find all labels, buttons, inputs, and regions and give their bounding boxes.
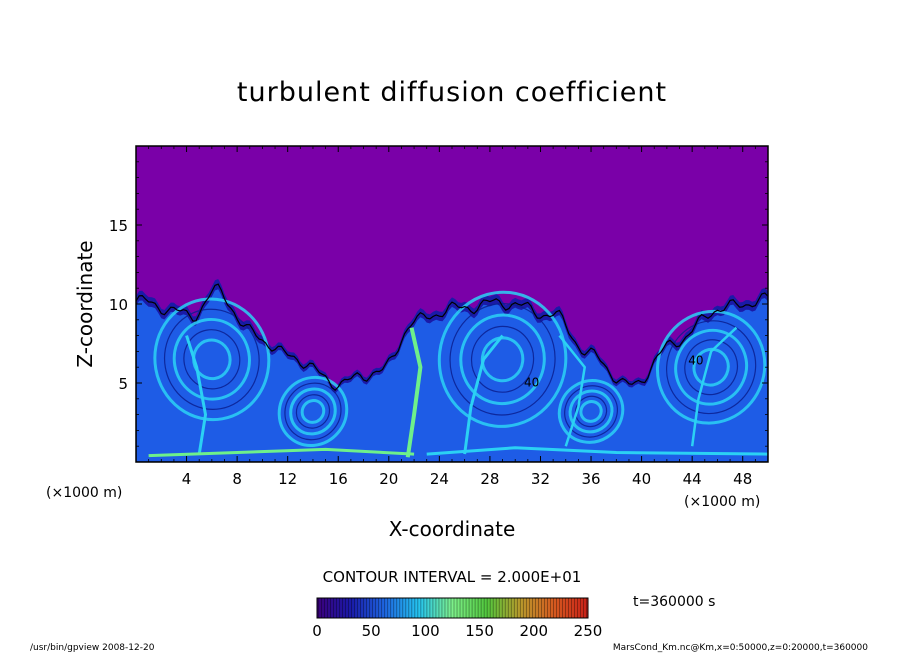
x-ticks: 4 8 12 16 20 24 28 32 36 40 44 48 xyxy=(148,146,769,488)
x-tick-label: 20 xyxy=(379,470,398,488)
footer-right: MarsCond_Km.nc@Km,x=0:50000,z=0:20000,t=… xyxy=(613,643,868,653)
x-tick-label: 32 xyxy=(531,470,550,488)
streak xyxy=(463,334,504,455)
y-tick-label: 5 xyxy=(118,375,128,393)
colorbar-ticks: 0 50 100 150 200 250 xyxy=(312,622,602,640)
eddy-contour xyxy=(183,329,241,390)
eddy-contour xyxy=(579,400,603,423)
x-tick-label: 4 xyxy=(182,470,192,488)
streak xyxy=(405,327,423,458)
x-tick-label: 48 xyxy=(733,470,752,488)
eddy-contour xyxy=(574,395,608,428)
eddy-contour xyxy=(480,336,525,383)
colorbar-tick-label: 0 xyxy=(312,622,322,640)
x-tick-label: 24 xyxy=(430,470,449,488)
eddy-contour xyxy=(564,385,618,438)
colorbar-tick-label: 200 xyxy=(519,622,548,640)
eddy-contour xyxy=(665,320,757,415)
eddy-contour xyxy=(295,394,331,429)
colorbar: 0 50 100 150 200 250 xyxy=(312,597,602,640)
eddy-contour xyxy=(459,313,546,406)
y-axis-unit: (×1000 m) xyxy=(46,485,122,501)
eddy-contour xyxy=(300,399,326,424)
eddy-contour xyxy=(674,328,749,406)
boundary-contour xyxy=(136,283,768,462)
x-tick-label: 36 xyxy=(581,470,600,488)
contour-interval: CONTOUR INTERVAL = 2.000E+01 xyxy=(323,568,582,586)
streak xyxy=(558,334,586,447)
colorbar-tick-label: 50 xyxy=(362,622,381,640)
eddy-contour xyxy=(557,379,625,444)
field-layer: 40 40 xyxy=(136,279,768,462)
eddy-contour xyxy=(277,375,349,447)
eddy-contour xyxy=(470,325,535,393)
x-tick-label: 28 xyxy=(480,470,499,488)
streak xyxy=(185,335,208,455)
eddy-contour xyxy=(284,382,342,441)
x-tick-label: 12 xyxy=(278,470,297,488)
colorbar-tick-label: 150 xyxy=(465,622,494,640)
streak xyxy=(426,446,768,456)
x-tick-label: 44 xyxy=(683,470,702,488)
eddy-contour xyxy=(172,317,251,401)
time-label: t=360000 s xyxy=(633,594,715,610)
colorbar-tick-label: 250 xyxy=(574,622,603,640)
streak xyxy=(148,447,415,458)
y-axis-label: Z-coordinate xyxy=(73,240,97,367)
x-axis-label: X-coordinate xyxy=(389,517,516,541)
eddy-contour xyxy=(163,308,260,410)
x-axis-unit: (×1000 m) xyxy=(684,494,760,510)
contour-label: 40 xyxy=(524,375,539,389)
y-ticks: 5 10 15 xyxy=(109,161,768,447)
footer-left: /usr/bin/gpview 2008-12-20 xyxy=(30,643,155,653)
x-tick-label: 8 xyxy=(232,470,242,488)
colorbar-tick-label: 100 xyxy=(411,622,440,640)
x-tick-label: 40 xyxy=(632,470,651,488)
colorbar-stripes xyxy=(318,598,587,618)
eddy-contour xyxy=(655,309,767,425)
streak xyxy=(690,326,738,447)
eddy-contour xyxy=(153,297,271,422)
y-tick-label: 10 xyxy=(109,296,128,314)
x-tick-label: 16 xyxy=(329,470,348,488)
eddy-contour xyxy=(289,387,337,436)
eddy-contour xyxy=(437,290,568,428)
y-tick-label: 15 xyxy=(109,217,128,235)
contour-label: 40 xyxy=(688,353,703,367)
eddy-contour xyxy=(449,303,556,416)
chart-title: turbulent diffusion coefficient xyxy=(237,77,667,108)
